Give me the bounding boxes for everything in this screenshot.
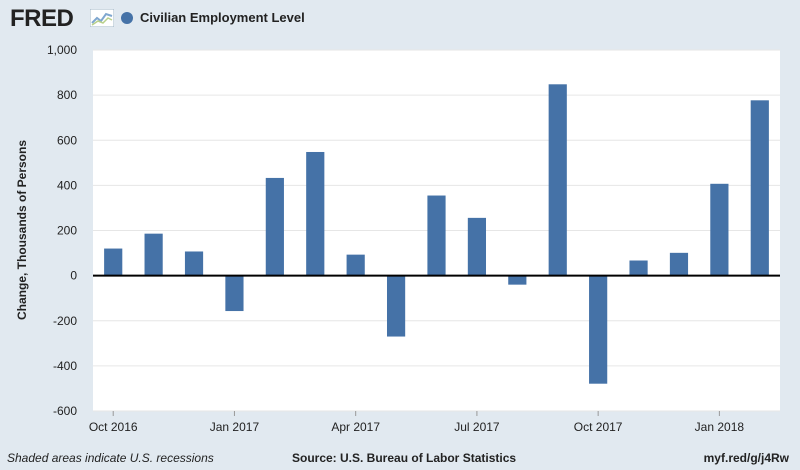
bar-2016-12 (184, 251, 204, 276)
y-tick-label: 0 (70, 269, 77, 283)
x-tick-label: Oct 2016 (89, 420, 138, 434)
x-tick-label: Jan 2018 (695, 420, 745, 434)
short-url[interactable]: myf.red/g/j4Rw (703, 451, 789, 465)
x-tick-label: Apr 2017 (331, 420, 380, 434)
y-tick-labels: -600 -400 -200 0 200 400 600 800 1,000 (47, 43, 77, 418)
bar-2018-02 (750, 100, 769, 276)
recession-note: Shaded areas indicate U.S. recessions (7, 451, 214, 465)
x-tick-label: Jan 2017 (210, 420, 260, 434)
legend-series-label: Civilian Employment Level (140, 10, 305, 25)
y-tick-label: 1,000 (47, 43, 77, 57)
y-tick-label: 200 (57, 224, 77, 238)
fred-logo-graph-icon (90, 9, 114, 27)
bar-2017-08 (508, 275, 527, 285)
bars (104, 84, 769, 384)
x-tick-label: Jul 2017 (454, 420, 500, 434)
legend-series-marker (121, 11, 133, 24)
y-axis-label: Change, Thousands of Persons (15, 140, 29, 320)
chart-legend[interactable]: Civilian Employment Level (121, 10, 305, 25)
bar-2018-01 (710, 183, 729, 276)
x-tick-label: Oct 2017 (574, 420, 623, 434)
bar-2017-06 (427, 195, 446, 276)
bar-2017-05 (386, 275, 406, 337)
y-tick-label: -600 (53, 404, 77, 418)
fred-logo[interactable]: FRED (10, 5, 74, 32)
bar-chart: -600 -400 -200 0 200 400 600 800 1,000 Oct 2016 J… (15, 43, 780, 434)
x-tick-labels: Oct 2016 Jan 2017 Apr 2017 Jul 2017 Oct 2017… (89, 411, 745, 434)
bar-2017-09 (548, 84, 567, 276)
bar-2017-11 (629, 260, 648, 276)
bar-2017-10 (589, 275, 608, 384)
bar-2016-11 (144, 233, 163, 276)
bar-2017-03 (306, 151, 325, 276)
bar-2017-02 (265, 177, 284, 276)
chart-footer: Shaded areas indicate U.S. recessions So… (0, 449, 800, 469)
bar-2017-04 (346, 254, 365, 276)
chart-header: FRED Civilian Employment Level (0, 0, 800, 38)
y-tick-label: -400 (53, 359, 77, 373)
y-tick-label: 800 (57, 88, 77, 102)
bar-2017-07 (467, 217, 487, 276)
y-tick-label: -200 (53, 314, 77, 328)
bar-2017-01 (225, 275, 244, 312)
y-tick-label: 600 (57, 133, 77, 147)
y-tick-label: 400 (57, 178, 77, 192)
bar-2017-12 (669, 252, 689, 276)
source-note[interactable]: Source: U.S. Bureau of Labor Statistics (292, 451, 517, 465)
bar-2016-10 (104, 248, 123, 276)
